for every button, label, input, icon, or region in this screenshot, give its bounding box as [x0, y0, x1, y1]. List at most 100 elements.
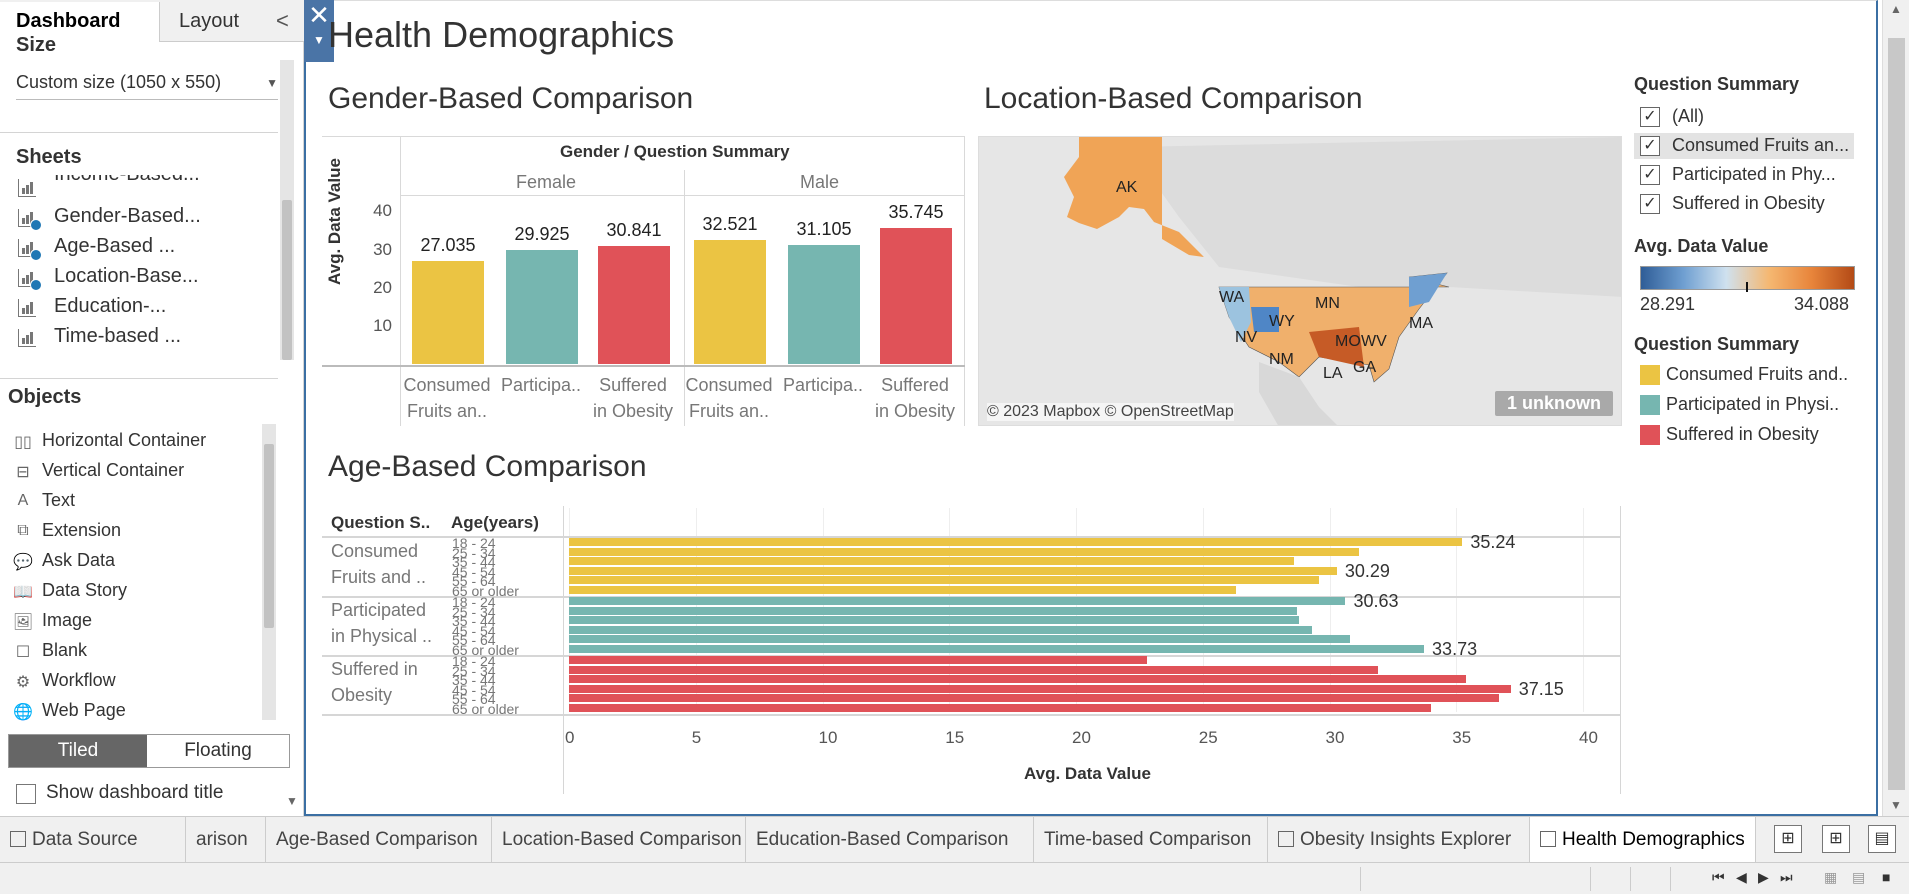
scrollbar-thumb[interactable] — [282, 200, 292, 360]
filmstrip-view-icon[interactable]: ▤ — [1852, 869, 1866, 885]
filter-checkbox[interactable]: ✓ — [1640, 194, 1660, 214]
more-options-icon[interactable]: ▼ — [313, 33, 325, 47]
bar[interactable] — [569, 625, 1312, 634]
bar[interactable] — [506, 249, 578, 364]
bar[interactable] — [788, 245, 860, 364]
object-image[interactable]: 🖼 Image — [12, 610, 262, 638]
us-choropleth-map[interactable]: AK WA MN WY NV NM MO MA WV LA GA © 2023 Mapbox © O… — [978, 136, 1622, 426]
age-label: 35 - 44 — [452, 672, 496, 689]
scrollbar-thumb[interactable] — [264, 444, 274, 628]
first-sheet-icon[interactable]: ⏮ — [1712, 869, 1725, 885]
filter-checkbox[interactable]: ✓ — [1640, 165, 1660, 185]
bar[interactable] — [569, 684, 1511, 693]
sheet-tab[interactable]: Obesity Insights Explorer — [1268, 817, 1530, 863]
bar-value-label: 33.73 — [1432, 639, 1478, 659]
sheet-tab-label: Time-based Comparison — [1044, 829, 1252, 850]
filter-item[interactable]: ✓ (All) — [1640, 104, 1860, 130]
tiled-button[interactable]: Tiled — [9, 735, 147, 767]
map-attribution[interactable]: © 2023 Mapbox © OpenStreetMap — [987, 403, 1234, 421]
chart-header: Gender / Question Summary — [560, 142, 790, 161]
sheet-tab[interactable]: Time-based Comparison — [1034, 817, 1268, 863]
bar[interactable] — [569, 597, 1346, 605]
tab-view-icon[interactable]: ■ — [1882, 869, 1891, 885]
bar[interactable] — [569, 576, 1320, 585]
bar[interactable] — [569, 538, 1463, 546]
sheet-tab[interactable]: Health Demographics — [1530, 817, 1756, 863]
bar[interactable] — [569, 547, 1359, 556]
bar[interactable] — [694, 239, 766, 364]
last-sheet-icon[interactable]: ⏭ — [1780, 869, 1793, 885]
object-workflow[interactable]: ⚙ Workflow — [12, 670, 262, 698]
object-extension[interactable]: ⧉ Extension — [12, 520, 262, 548]
bar[interactable] — [880, 227, 952, 364]
group-label-line: in Physical .. — [331, 626, 433, 646]
close-icon[interactable]: ✕ — [308, 0, 330, 30]
sheets-scrollbar[interactable] — [280, 60, 294, 360]
bar[interactable] — [569, 635, 1350, 644]
dashboard-scrollbar[interactable]: ▲ ▼ — [1882, 0, 1909, 816]
sheet-tab[interactable]: Age-Based Comparison — [266, 817, 492, 863]
color-legend-item[interactable]: Participated in Physi.. — [1640, 392, 1870, 418]
scrollbar-thumb[interactable] — [1888, 38, 1905, 790]
bar[interactable] — [569, 606, 1297, 615]
next-sheet-icon[interactable]: ▶ — [1758, 869, 1769, 885]
scroll-down-icon[interactable]: ▼ — [286, 794, 298, 808]
sheet-tab[interactable]: Location-Based Comparison — [492, 817, 746, 863]
object-vertical-container[interactable]: ⊟ Vertical Container — [12, 460, 262, 488]
sheet-item[interactable]: Time-based ... — [18, 325, 278, 355]
filter-item[interactable]: ✓ Suffered in Obesity — [1640, 191, 1860, 217]
new-story-icon[interactable]: ▤ — [1868, 825, 1896, 853]
bar[interactable] — [569, 665, 1378, 674]
bar[interactable] — [569, 675, 1467, 684]
color-legend-item[interactable]: Suffered in Obesity — [1640, 422, 1870, 448]
bar[interactable] — [569, 645, 1425, 653]
bar[interactable] — [412, 260, 484, 364]
grid-view-icon[interactable]: ▦ — [1824, 869, 1838, 885]
object-ask-data[interactable]: 💬 Ask Data — [12, 550, 262, 578]
tab-layout[interactable]: Layout — [179, 10, 240, 32]
prev-sheet-icon[interactable]: ◀ — [1736, 869, 1747, 885]
category-label: Suffered in Obesity — [870, 372, 960, 424]
state-label: NM — [1269, 351, 1294, 368]
sheet-item[interactable]: Income-Based... — [18, 175, 278, 205]
scroll-up-icon[interactable]: ▲ — [1890, 2, 1902, 16]
object-horizontal-container[interactable]: ▯▯ Horizontal Container — [12, 430, 262, 458]
dashboard-object-handle[interactable]: ✕ ▼ — [304, 0, 334, 62]
filter-checkbox[interactable]: ✓ — [1640, 136, 1660, 156]
object-text[interactable]: A Text — [12, 490, 262, 518]
bar[interactable] — [569, 566, 1337, 575]
worksheet-icon-bar — [30, 332, 33, 344]
scroll-down-icon[interactable]: ▼ — [1890, 798, 1902, 812]
sheet-item[interactable]: Location-Base... — [18, 265, 278, 295]
objects-scrollbar[interactable] — [262, 424, 276, 720]
object-web-page[interactable]: 🌐 Web Page — [12, 700, 262, 728]
filter-checkbox[interactable]: ✓ — [1640, 107, 1660, 127]
bar[interactable] — [569, 694, 1500, 703]
object-data-story[interactable]: 📖 Data Story — [12, 580, 262, 608]
sheet-item[interactable]: Education-... — [18, 295, 278, 325]
sheet-tab[interactable]: arison — [186, 817, 266, 863]
tab-dashboard[interactable]: Dashboard — [0, 2, 160, 42]
sheet-item[interactable]: Age-Based ... — [18, 235, 278, 265]
size-select[interactable]: Custom size (1050 x 550) ▼ — [16, 72, 278, 100]
bar[interactable] — [569, 586, 1236, 594]
collapse-panel-icon[interactable]: < — [276, 8, 289, 33]
bar[interactable] — [569, 656, 1147, 664]
new-worksheet-icon[interactable]: ⊞ — [1774, 825, 1802, 853]
show-title-checkbox[interactable] — [16, 784, 36, 804]
bar[interactable] — [569, 704, 1431, 712]
color-legend-item[interactable]: Consumed Fruits and.. — [1640, 362, 1870, 388]
bar[interactable] — [569, 616, 1300, 625]
unknown-locations-badge[interactable]: 1 unknown — [1495, 391, 1613, 416]
filter-item[interactable]: ✓ Participated in Phy... — [1640, 162, 1860, 188]
bar[interactable] — [569, 557, 1294, 566]
new-dashboard-icon[interactable]: ⊞ — [1822, 825, 1850, 853]
object-blank[interactable]: ☐ Blank — [12, 640, 262, 668]
sheet-tab[interactable]: Education-Based Comparison — [746, 817, 1034, 863]
sheet-tab[interactable]: Data Source — [0, 817, 186, 863]
sheet-item[interactable]: Gender-Based... — [18, 205, 278, 235]
filter-item[interactable]: ✓ Consumed Fruits an... — [1634, 133, 1854, 159]
bar[interactable] — [598, 246, 670, 364]
floating-button[interactable]: Floating — [184, 740, 252, 761]
x-tick-label: 20 — [1072, 728, 1091, 747]
